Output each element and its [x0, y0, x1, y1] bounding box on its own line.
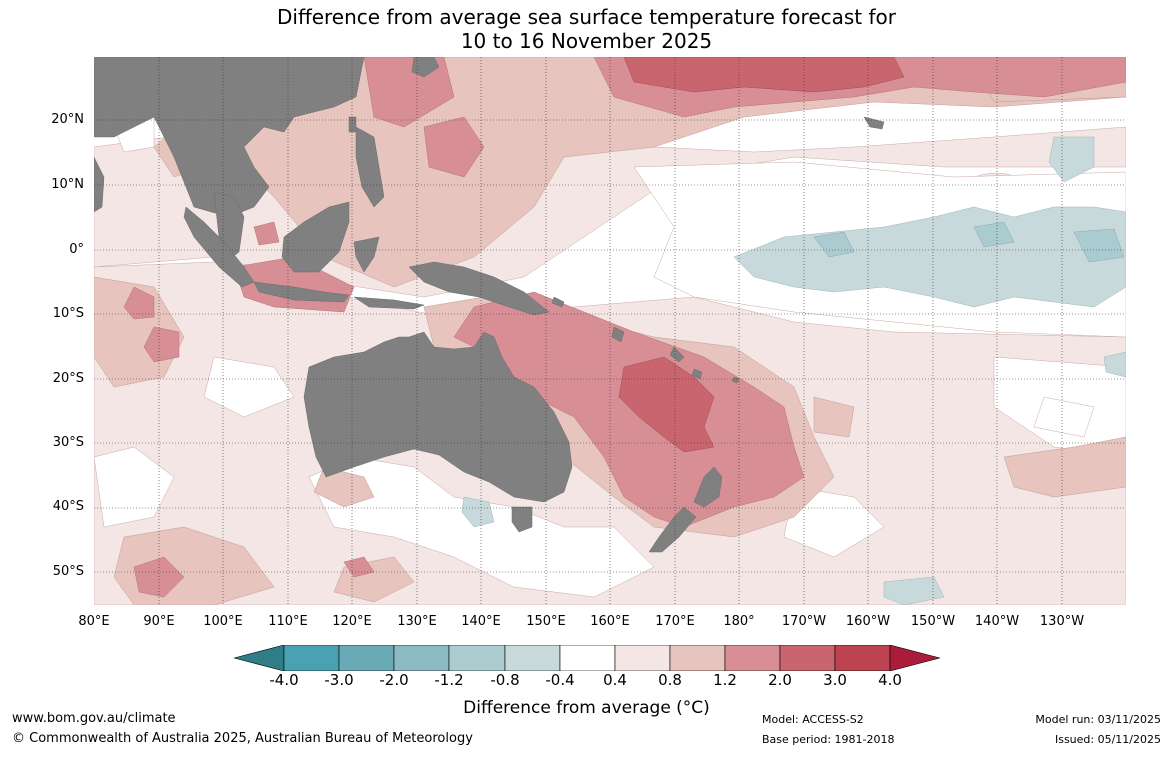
colorbar: [234, 645, 940, 671]
colorbar-segment: [559, 645, 616, 671]
colorbar-tick: 3.0: [823, 671, 847, 689]
lat-label: 50°S: [52, 564, 84, 579]
lon-label: 170°W: [781, 614, 827, 629]
colorbar-segment: [779, 645, 836, 671]
lon-label: 180°: [723, 614, 755, 629]
lat-label: 30°S: [52, 435, 84, 450]
model-name: Model: ACCESS-S2: [762, 713, 864, 726]
lat-label: 20°S: [52, 371, 84, 386]
model-run-date: Model run: 03/11/2025: [1035, 713, 1161, 726]
anomaly-cool-strong-regions: [813, 221, 1125, 263]
colorbar-tick: -0.4: [545, 671, 575, 689]
sst-anomaly-map: [94, 57, 1126, 605]
lat-label: 10°S: [52, 306, 84, 321]
lon-label: 140°W: [974, 614, 1020, 629]
lat-label: 20°N: [51, 112, 84, 127]
map-title-line1: Difference from average sea surface temp…: [276, 5, 896, 29]
colorbar-tick: 0.4: [603, 671, 627, 689]
colorbar-max-extend: [889, 645, 940, 671]
issued-date: Issued: 05/11/2025: [1054, 733, 1161, 746]
colorbar-segment: [448, 645, 506, 671]
base-period: Base period: 1981-2018: [762, 733, 895, 746]
colorbar-tick: 0.8: [658, 671, 682, 689]
anomaly-cool-regions: [461, 136, 1126, 605]
colorbar-segment: [834, 645, 891, 671]
colorbar-segment: [393, 645, 450, 671]
anomaly-2.0-3.0-regions: [618, 57, 905, 453]
lon-label: 150°W: [910, 614, 956, 629]
land-masses: [94, 57, 885, 553]
colorbar-tick: -2.0: [379, 671, 409, 689]
lon-label: 130°W: [1039, 614, 1085, 629]
lon-label: 100°E: [203, 614, 243, 629]
lon-label: 170°E: [655, 614, 695, 629]
graticule: [94, 57, 1126, 605]
colorbar-min-extend: [234, 645, 285, 671]
lon-label: 90°E: [143, 614, 175, 629]
colorbar-tick: 2.0: [768, 671, 792, 689]
map-title-line2: 10 to 16 November 2025: [460, 29, 713, 53]
lon-label: 130°E: [397, 614, 437, 629]
colorbar-label: Difference from average (°C): [463, 698, 710, 718]
lat-label: 0°: [69, 242, 84, 257]
source-url: www.bom.gov.au/climate: [12, 711, 176, 726]
lon-label: 150°E: [526, 614, 566, 629]
copyright: © Commonwealth of Australia 2025, Austra…: [12, 731, 473, 746]
colorbar-segment: [724, 645, 781, 671]
lon-label: 140°E: [461, 614, 501, 629]
lon-label: 160°W: [845, 614, 891, 629]
lon-label: 120°E: [332, 614, 372, 629]
colorbar-tick: -4.0: [269, 671, 299, 689]
lat-label: 10°N: [51, 177, 84, 192]
colorbar-tick: -1.2: [434, 671, 464, 689]
colorbar-tick: 1.2: [713, 671, 737, 689]
colorbar-segment: [614, 645, 671, 671]
lon-label: 160°E: [590, 614, 630, 629]
lat-label: 40°S: [52, 499, 84, 514]
colorbar-segment: [283, 645, 340, 671]
colorbar-segment: [338, 645, 395, 671]
colorbar-segment: [504, 645, 561, 671]
colorbar-tick: -3.0: [324, 671, 354, 689]
map-canvas: [94, 57, 1126, 605]
colorbar-segment: [669, 645, 726, 671]
colorbar-tick: -0.8: [490, 671, 520, 689]
lon-label: 80°E: [78, 614, 110, 629]
colorbar-tick: 4.0: [878, 671, 902, 689]
lon-label: 110°E: [268, 614, 308, 629]
